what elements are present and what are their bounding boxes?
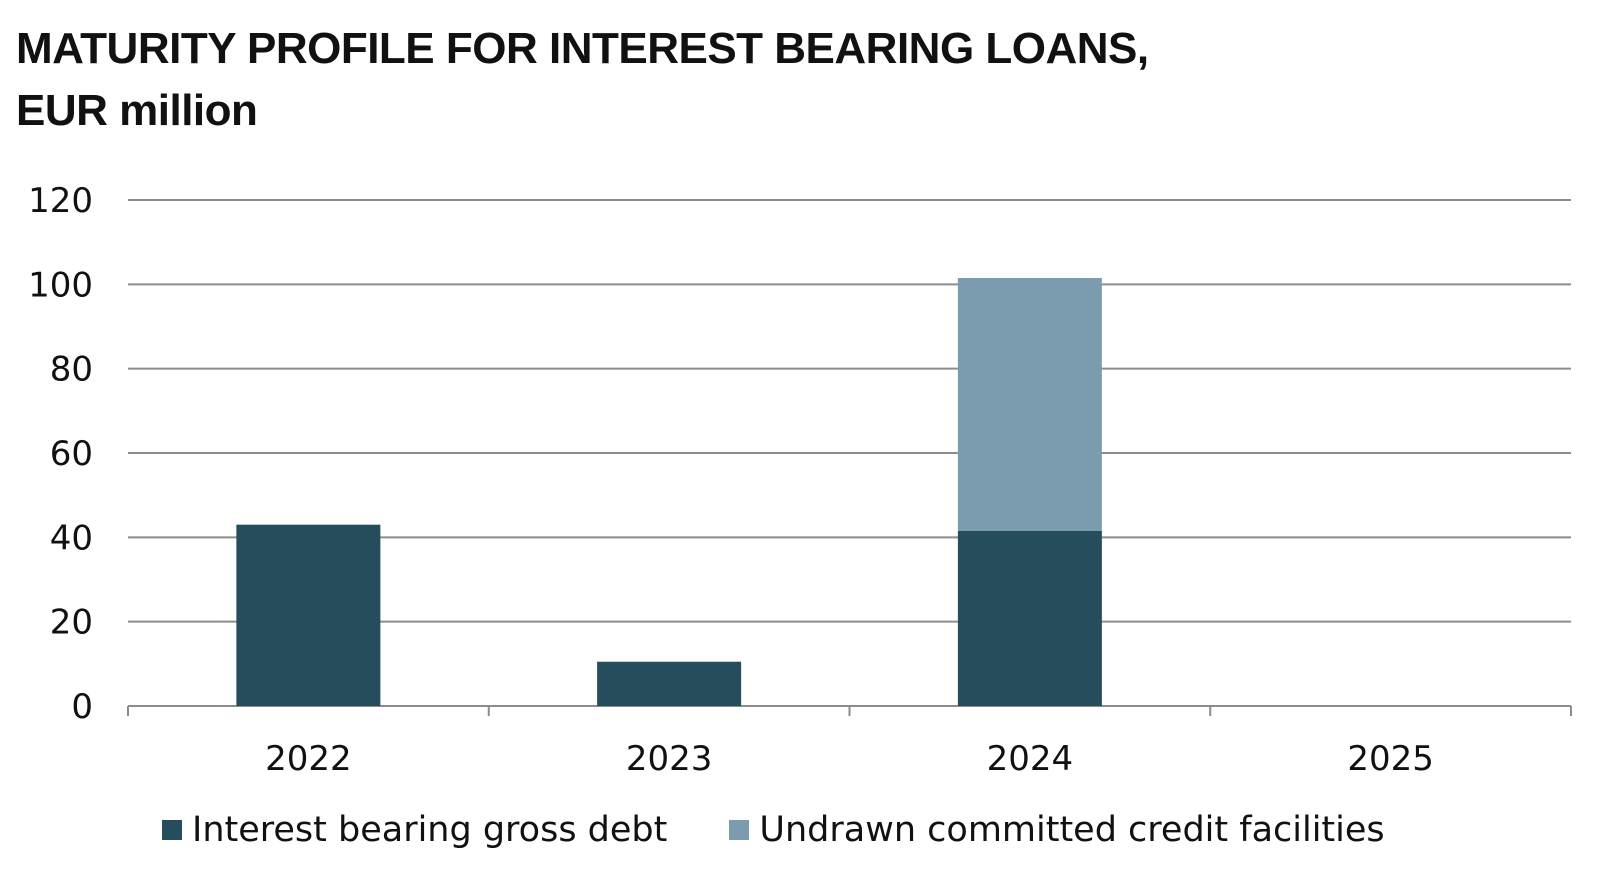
bar-2023-series-0 (597, 661, 742, 706)
legend-item-undrawn-facilities: Undrawn committed credit facilities (729, 810, 1385, 850)
bar-2022-series-0 (236, 524, 381, 706)
stacked-bar-chart: 0 20 40 60 80 100 120 2022 2023 2024 2025 (28, 181, 1572, 779)
bar-2024-series-1 (957, 278, 1102, 532)
chart-legend: Interest bearing gross debt Undrawn comm… (162, 808, 1447, 852)
chart-subtitle: EUR million (16, 86, 258, 135)
y-tick-label-120: 120 (28, 181, 93, 221)
legend-label-gross-debt: Interest bearing gross debt (192, 810, 668, 850)
y-tick-label-80: 80 (50, 350, 93, 390)
x-tick-label-2022: 2022 (265, 739, 352, 779)
legend-label-undrawn-facilities: Undrawn committed credit facilities (759, 810, 1385, 850)
chart-title: MATURITY PROFILE FOR INTEREST BEARING LO… (16, 18, 1216, 142)
y-tick-label-40: 40 (50, 518, 93, 558)
y-tick-label-0: 0 (71, 687, 93, 727)
y-tick-label-100: 100 (28, 265, 93, 305)
y-tick-label-60: 60 (50, 434, 93, 474)
legend-swatch-undrawn-facilities (729, 820, 750, 840)
legend-item-gross-debt: Interest bearing gross debt (162, 810, 667, 850)
x-tick-label-2024: 2024 (987, 739, 1074, 779)
y-tick-label-20: 20 (50, 603, 93, 643)
chart-title-line1: MATURITY PROFILE FOR INTEREST BEARING LO… (16, 24, 1149, 73)
bar-2024-series-0 (957, 531, 1102, 706)
legend-swatch-gross-debt (162, 820, 182, 840)
x-tick-label-2025: 2025 (1347, 739, 1434, 779)
x-tick-label-2023: 2023 (626, 739, 713, 779)
